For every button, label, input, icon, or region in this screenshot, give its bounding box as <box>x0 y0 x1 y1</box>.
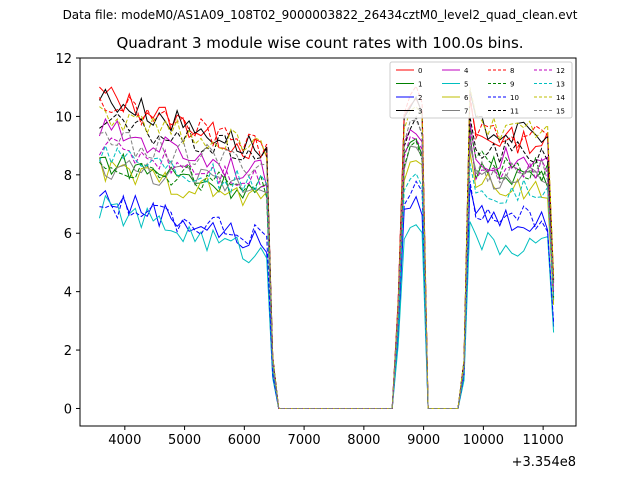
legend-label-2: 2 <box>418 94 422 102</box>
y-tick-label-12: 12 <box>55 52 72 67</box>
plot-lines <box>98 84 555 409</box>
x-tick-label-6000: 6000 <box>228 433 261 448</box>
x-tick-label-9000: 9000 <box>407 433 440 448</box>
series-10-line <box>99 180 555 409</box>
axes-frame <box>79 57 577 427</box>
legend-label-12: 12 <box>556 67 565 75</box>
legend-box <box>389 61 573 119</box>
file-label: Data file: modeM0/AS1A09_108T02_90000038… <box>62 8 578 22</box>
y-tick-label-6: 6 <box>64 227 72 242</box>
legend-label-0: 0 <box>418 67 422 75</box>
x-tick-label-4000: 4000 <box>108 433 141 448</box>
x-offset-label: +3.354e8 <box>512 455 576 470</box>
y-tick-label-4: 4 <box>64 286 72 301</box>
legend-label-11: 11 <box>510 108 519 116</box>
series-5-line <box>98 194 555 409</box>
legend-label-7: 7 <box>464 108 468 116</box>
series-14-line <box>99 87 555 409</box>
series-7-line <box>98 145 555 409</box>
series-9-line <box>99 127 555 409</box>
legend-label-6: 6 <box>464 94 469 102</box>
y-tick-label-0: 0 <box>64 402 72 417</box>
legend-label-9: 9 <box>510 81 514 89</box>
series-13-line <box>98 144 555 409</box>
chart-title: Quadrant 3 module wise count rates with … <box>116 34 524 52</box>
legend-label-15: 15 <box>556 108 565 116</box>
y-tick-label-10: 10 <box>55 110 72 125</box>
series-15-line <box>99 119 555 409</box>
series-12-line <box>98 133 555 409</box>
y-axis-ticks: 0 2 4 6 8 10 12 <box>55 52 80 417</box>
series-0-line <box>99 86 555 409</box>
legend-label-14: 14 <box>556 94 565 102</box>
x-tick-label-11000: 11000 <box>522 433 563 448</box>
x-axis-ticks: 4000 5000 6000 7000 8000 9000 10000 11000 <box>108 426 564 448</box>
legend-label-10: 10 <box>510 94 519 102</box>
series-6-line <box>98 151 555 409</box>
x-tick-label-10000: 10000 <box>463 433 504 448</box>
y-tick-label-2: 2 <box>64 344 72 359</box>
legend-label-4: 4 <box>464 67 469 75</box>
series-3-line <box>98 88 555 409</box>
legend-label-5: 5 <box>464 81 468 89</box>
legend-label-8: 8 <box>510 67 514 75</box>
x-tick-label-5000: 5000 <box>168 433 201 448</box>
series-2-line <box>99 186 555 409</box>
series-11-line <box>99 113 555 409</box>
y-tick-label-8: 8 <box>64 169 72 184</box>
x-tick-label-8000: 8000 <box>347 433 380 448</box>
series-4-line <box>98 117 555 409</box>
legend-label-3: 3 <box>418 108 422 116</box>
series-8-line <box>98 84 555 409</box>
legend-label-13: 13 <box>556 81 565 89</box>
x-tick-label-7000: 7000 <box>288 433 321 448</box>
legend-label-1: 1 <box>418 81 422 89</box>
